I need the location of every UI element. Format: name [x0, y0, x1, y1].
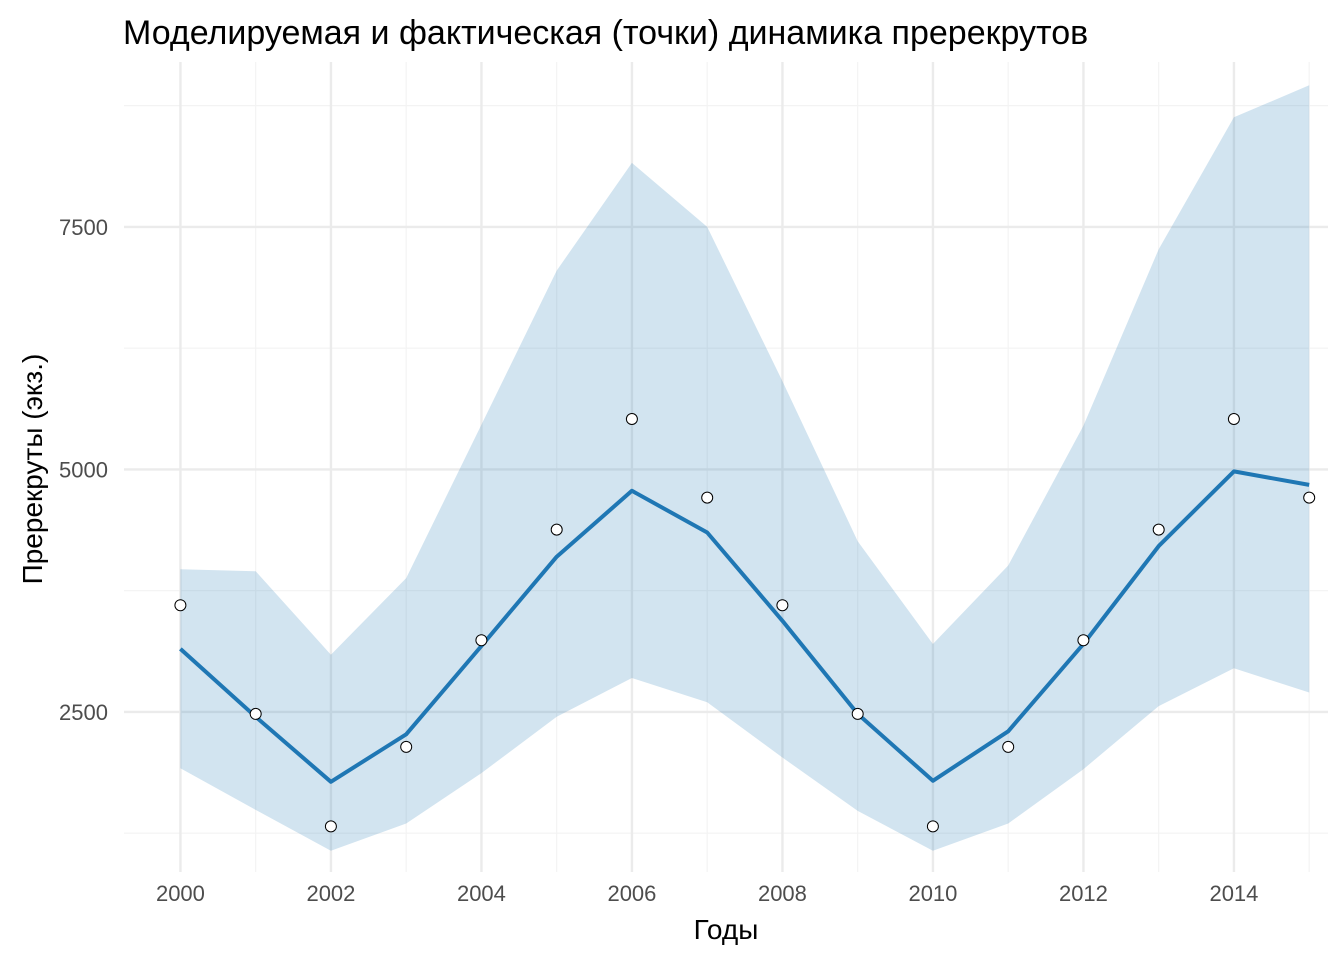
confidence-band — [180, 85, 1310, 851]
observed-point — [926, 820, 939, 833]
x-tick-label: 2004 — [457, 881, 506, 906]
observed-points-layer — [174, 413, 1316, 833]
x-axis-ticks: 2000 2002 2004 2006 2008 2010 2012 2014 — [156, 881, 1258, 906]
x-tick-label: 2006 — [607, 881, 656, 906]
model-line — [179, 469, 1310, 784]
observed-point — [400, 740, 413, 753]
observed-point — [776, 599, 789, 612]
x-tick-label: 2008 — [758, 881, 807, 906]
x-tick-label: 2010 — [908, 881, 957, 906]
x-tick-label: 2002 — [306, 881, 355, 906]
y-tick-label: 7500 — [59, 215, 108, 240]
x-tick-label: 2000 — [156, 881, 205, 906]
observed-point — [249, 707, 262, 720]
x-tick-label: 2014 — [1209, 881, 1258, 906]
observed-point — [625, 413, 638, 425]
observed-point — [1303, 491, 1316, 504]
x-axis-title: Годы — [694, 914, 759, 945]
chart-title: Моделируемая и фактическая (точки) динам… — [123, 14, 1088, 52]
confidence-band-layer — [180, 85, 1310, 851]
model-line-layer — [179, 469, 1310, 784]
observed-point — [851, 707, 864, 720]
observed-point — [1227, 413, 1240, 425]
y-axis-title: Пререкруты (экз.) — [17, 354, 48, 585]
y-tick-label: 2500 — [59, 700, 108, 725]
observed-point — [1002, 740, 1015, 753]
observed-point — [324, 820, 337, 833]
observed-point — [1152, 523, 1165, 536]
observed-point — [174, 599, 187, 612]
observed-point — [701, 491, 714, 504]
y-tick-label: 5000 — [59, 457, 108, 482]
observed-point — [475, 634, 488, 647]
y-axis-ticks: 2500 5000 7500 — [59, 215, 108, 725]
x-tick-label: 2012 — [1059, 881, 1108, 906]
observed-point — [550, 523, 563, 536]
observed-point — [1077, 634, 1090, 647]
minor-grid — [124, 62, 1328, 872]
major-grid — [124, 62, 1328, 872]
